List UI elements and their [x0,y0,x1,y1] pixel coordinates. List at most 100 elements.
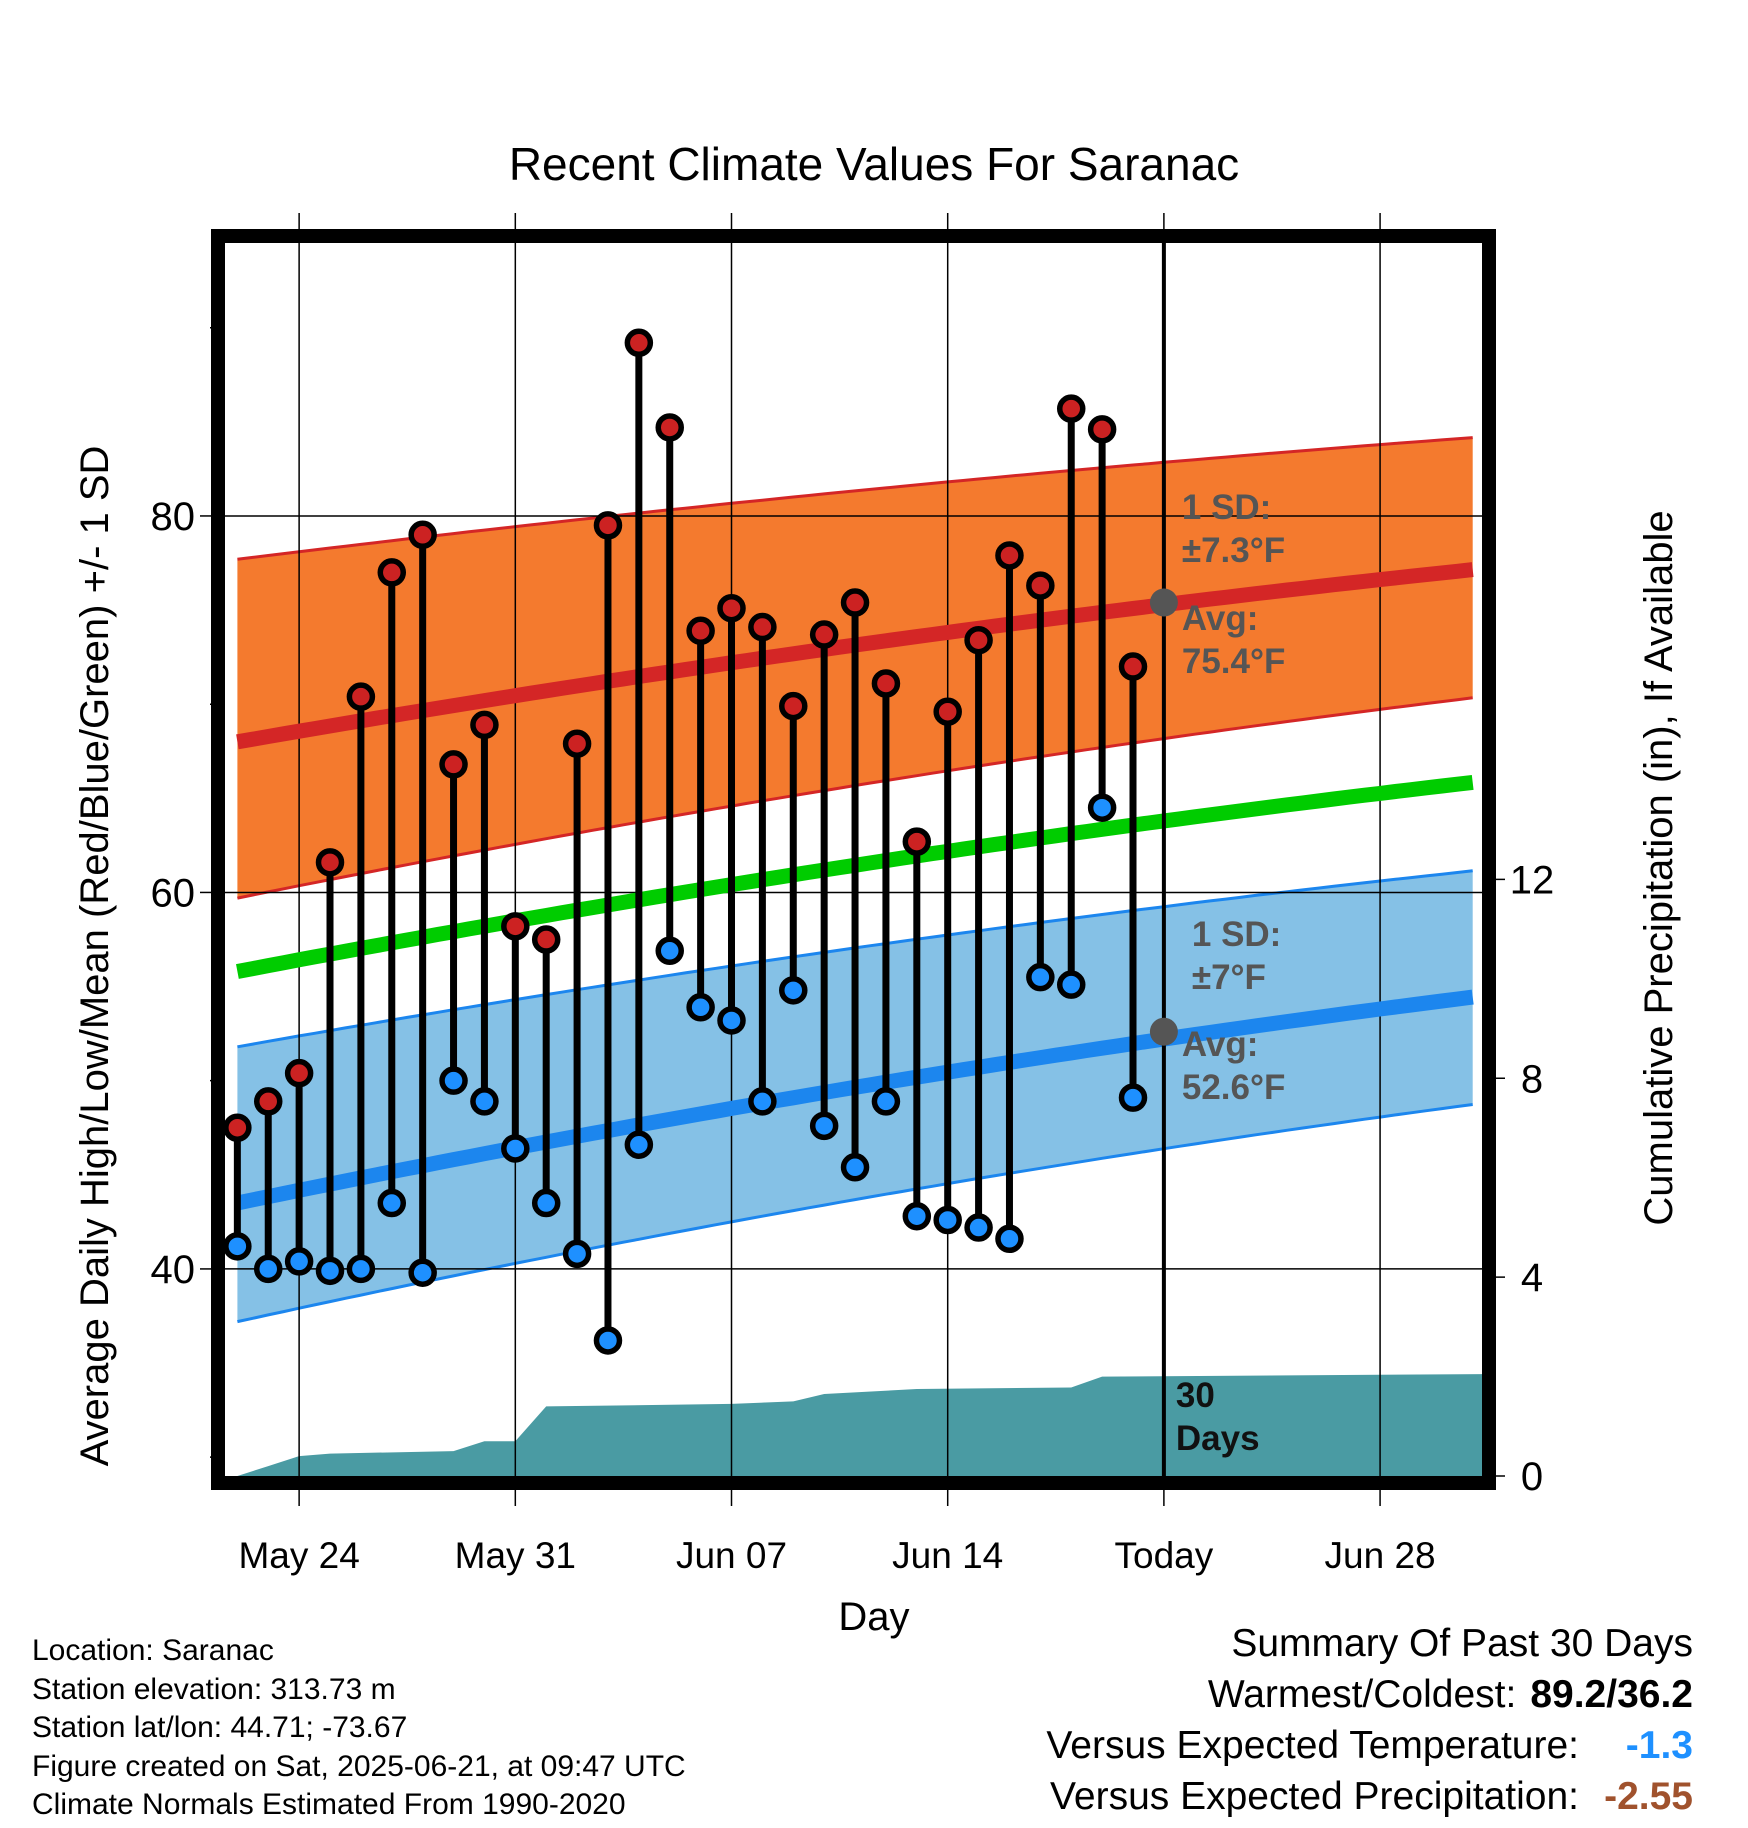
precip-value: -2.55 [1604,1775,1693,1818]
low-temp-point [439,1066,468,1095]
period-label-days: Days [1176,1419,1260,1458]
summary-title: Summary Of Past 30 Days [1231,1622,1693,1665]
high-sd-value: ±7.3°F [1182,531,1285,570]
y-left-tick-label: 60 [151,871,196,915]
created-text: Figure created on Sat, 2025-06-21, at 09… [32,1749,686,1783]
high-temp-point [964,625,993,655]
low-temp-point [284,1247,314,1276]
summary-precip-row: Versus Expected Precipitation: -2.55 [1046,1771,1693,1822]
precipitation-area [237,1374,1482,1476]
elevation-text: Station elevation: 313.73 m [32,1672,396,1706]
summary-panel: Summary Of Past 30 Days Warmest/Coldest:… [1046,1618,1693,1822]
summary-temp-row: Versus Expected Temperature: -1.3 [1046,1720,1693,1771]
high-temp-point [501,912,530,941]
high-temp-point [748,612,777,642]
low-temp-point [717,1006,746,1035]
high-temp-point [717,593,746,623]
precip-label: Versus Expected Precipitation: [1050,1775,1579,1818]
y-right-tick-label: 4 [1521,1256,1543,1300]
high-temp-point [377,558,407,587]
low-temp-point [779,976,808,1005]
high-temp-point [871,669,901,698]
high-sd-upper-line [237,436,1473,561]
low-temp-point [346,1254,376,1284]
high-avg-label: Avg: [1182,599,1258,638]
high-temp-point [346,682,376,711]
low-temp-point [501,1134,530,1163]
x-tick-label: Today [1115,1535,1214,1576]
high-temp-point [439,750,468,779]
low-sd-value: ±7°F [1192,958,1266,997]
low-avg-label: Avg: [1182,1025,1258,1064]
low-temp-point [624,1130,654,1159]
location-text: Location: Saranac [32,1634,274,1667]
low-sd-lower-line [237,1103,1473,1324]
low-temp-point [1087,793,1117,822]
high-temp-point [1087,415,1117,444]
low-temp-point [531,1188,561,1218]
high-temp-point [408,520,437,550]
low-temp-point [902,1201,932,1231]
low-avg-value: 52.6°F [1182,1068,1286,1107]
x-tick-label: Jun 07 [676,1535,787,1576]
high-temp-point [562,729,592,758]
low-temp-point [225,1232,252,1261]
low-temp-point [748,1087,777,1116]
y-left-tick-label: 80 [151,495,196,539]
high-temp-point [933,697,962,726]
low-sd-label: 1 SD: [1192,915,1281,954]
high-temp-point [779,691,808,721]
low-temp-point [593,1326,623,1355]
low-temp-point [1026,962,1055,992]
y-left-tick-label: 40 [151,1248,196,1292]
y-right-tick-label: 12 [1510,858,1555,902]
x-tick-label: Jun 28 [1325,1535,1436,1576]
low-temp-point [562,1239,592,1269]
high-temp-point [531,925,561,954]
warm-cold-value: 89.2/36.2 [1530,1673,1693,1716]
high-avg-value: 75.4°F [1182,642,1286,681]
high-temp-point [902,827,932,856]
high-temp-point [470,710,499,740]
low-temp-point [315,1256,345,1286]
summary-warm-cold-row: Warmest/Coldest: 89.2/36.2 [1046,1669,1693,1720]
high-temp-point [1056,394,1086,423]
low-temp-point [408,1258,437,1287]
low-temp-point [253,1254,283,1284]
y-axis-left-label: Average Daily High/Low/Mean (Red/Blue/Gr… [73,446,117,1467]
y-right-tick-label: 8 [1521,1057,1543,1101]
plot-area: 1 SD: ±7.3°F Avg: 75.4°F 1 SD: ±7°F Avg: 52.6°F… [151,213,1555,1576]
low-temp-point [470,1087,499,1116]
low-temp-point [871,1087,901,1116]
low-temp-point [377,1188,407,1218]
low-temp-point [1056,970,1086,999]
high-temp-point [686,616,715,646]
y-right-tick-label: 0 [1521,1455,1543,1499]
low-temp-point [933,1205,962,1235]
latlon-text: Station lat/lon: 44.71; -73.67 [32,1711,408,1744]
plot-frame [211,229,1496,1490]
low-temp-point [809,1111,839,1141]
high-temp-point [225,1113,252,1142]
high-temp-point [253,1087,283,1116]
chart-title: Recent Climate Values For Saranac [509,138,1239,190]
x-tick-label: May 24 [238,1535,359,1576]
plot-content: 1 SD: ±7.3°F Avg: 75.4°F 1 SD: ±7°F Avg: 52.6°F… [225,243,1482,1476]
high-temp-point [840,588,870,617]
high-temp-point [655,413,684,442]
high-temp-point [593,511,623,540]
period-label-number: 30 [1176,1376,1215,1415]
low-temp-point [995,1224,1024,1254]
low-temp-point [840,1153,870,1182]
high-sd-label: 1 SD: [1182,488,1271,527]
high-temp-point [809,620,839,649]
x-tick-label: May 31 [455,1535,576,1576]
x-tick-label: Jun 14 [892,1535,1003,1576]
low-avg-today-marker [1149,1017,1178,1046]
warm-cold-label: Warmest/Coldest: [1207,1673,1517,1716]
low-temp-point [686,993,715,1022]
high-temp-point [1118,652,1148,681]
temp-label: Versus Expected Temperature: [1046,1724,1579,1767]
high-avg-today-marker [1149,588,1178,617]
